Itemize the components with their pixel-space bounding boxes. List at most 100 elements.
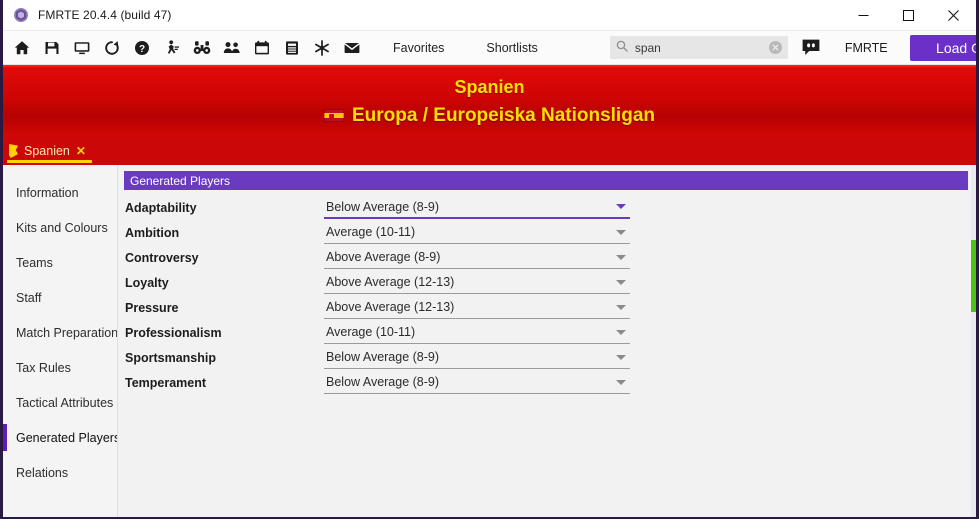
attribute-label: Controversy: [125, 250, 199, 265]
body-area: Information Kits and Colours Teams Staff…: [3, 165, 976, 517]
sidebar-item-staff[interactable]: Staff: [3, 280, 117, 315]
dropdown-value: Average (10-11): [326, 325, 416, 339]
chevron-down-icon: [616, 304, 626, 310]
maximize-button[interactable]: [886, 0, 931, 31]
attribute-row-ambition: Ambition Average (10-11): [124, 220, 630, 245]
fmrte-menu-label[interactable]: FMRTE: [844, 40, 888, 55]
entity-header-banner: Spanien Europa / Europeiska Nationsligan: [3, 65, 976, 137]
sidebar-item-label: Teams: [16, 255, 53, 270]
chevron-down-icon: [616, 379, 626, 385]
sidebar-item-tax-rules[interactable]: Tax Rules: [3, 350, 117, 385]
discord-icon[interactable]: [801, 38, 821, 58]
chevron-down-icon: [616, 229, 626, 235]
loyalty-dropdown[interactable]: Above Average (12-13): [324, 272, 630, 294]
window-controls: [841, 0, 976, 31]
content-scrollbar[interactable]: [971, 165, 976, 517]
sidebar-item-teams[interactable]: Teams: [3, 245, 117, 280]
controversy-dropdown[interactable]: Above Average (8-9): [324, 247, 630, 269]
attribute-label: Adaptability: [125, 200, 197, 215]
close-button[interactable]: [931, 0, 976, 31]
main-toolbar: ? Favorites Shortlists: [3, 31, 976, 65]
snowflake-icon[interactable]: [307, 33, 337, 63]
dropdown-value: Above Average (12-13): [326, 300, 455, 314]
sidebar-item-generated-players[interactable]: Generated Players: [3, 420, 117, 455]
sportsmanship-dropdown[interactable]: Below Average (8-9): [324, 347, 630, 369]
chevron-down-icon: [616, 204, 626, 209]
chevron-down-icon: [616, 354, 626, 360]
spain-flag-icon: [323, 108, 344, 122]
sidebar-item-tactical-attributes[interactable]: Tactical Attributes: [3, 385, 117, 420]
search-input[interactable]: span: [609, 36, 788, 59]
tab-label: Spanien: [24, 144, 70, 158]
dropdown-value: Above Average (8-9): [326, 250, 441, 264]
clear-icon[interactable]: [768, 41, 782, 54]
title-bar: FMRTE 20.4.4 (build 47): [3, 0, 976, 31]
temperament-dropdown[interactable]: Below Average (8-9): [324, 372, 630, 394]
monitor-icon[interactable]: [67, 33, 97, 63]
attribute-row-loyalty: Loyalty Above Average (12-13): [124, 270, 630, 295]
chevron-down-icon: [616, 329, 626, 335]
panel-header: Generated Players: [124, 171, 968, 190]
tab-close-icon[interactable]: ✕: [75, 144, 86, 158]
calendar-icon[interactable]: [247, 33, 277, 63]
minimize-icon: [858, 15, 869, 16]
fmrte-logo-icon: [13, 7, 29, 23]
refresh-icon[interactable]: [97, 33, 127, 63]
save-icon[interactable]: [37, 33, 67, 63]
sidebar-item-label: Information: [16, 185, 79, 200]
chevron-down-icon: [616, 279, 626, 285]
staff-people-icon[interactable]: [217, 33, 247, 63]
dropdown-value: Above Average (12-13): [326, 275, 455, 289]
player-running-icon[interactable]: [157, 33, 187, 63]
attribute-row-temperament: Temperament Below Average (8-9): [124, 370, 630, 395]
dropdown-value: Below Average (8-9): [326, 199, 440, 214]
search-value: span: [634, 40, 661, 55]
attribute-label: Temperament: [125, 375, 207, 390]
svg-text:?: ?: [139, 44, 145, 55]
sidebar-item-kits-and-colours[interactable]: Kits and Colours: [3, 210, 117, 245]
minimize-button[interactable]: [841, 0, 886, 31]
attribute-row-adaptability: Adaptability Below Average (8-9): [124, 195, 630, 220]
sidebar-item-label: Relations: [16, 465, 69, 480]
sidebar-item-label: Tactical Attributes: [16, 395, 114, 410]
attribute-row-sportsmanship: Sportsmanship Below Average (8-9): [124, 345, 630, 370]
sidebar-item-label: Match Preparation: [16, 325, 118, 340]
page-title: Spanien: [454, 76, 525, 97]
adaptability-dropdown[interactable]: Below Average (8-9): [324, 197, 630, 219]
professionalism-dropdown[interactable]: Average (10-11): [324, 322, 630, 344]
binoculars-icon[interactable]: [187, 33, 217, 63]
attribute-label: Loyalty: [125, 275, 169, 290]
scrollbar-thumb[interactable]: [971, 240, 976, 312]
dropdown-value: Below Average (8-9): [326, 375, 440, 389]
dropdown-value: Average (10-11): [326, 225, 416, 239]
maximize-icon: [903, 10, 914, 21]
sidebar-item-information[interactable]: Information: [3, 175, 117, 210]
notes-document-icon[interactable]: [277, 33, 307, 63]
mail-icon[interactable]: [337, 33, 367, 63]
attribute-label: Professionalism: [125, 325, 222, 340]
sidebar-item-match-preparation[interactable]: Match Preparation: [3, 315, 117, 350]
load-game-button[interactable]: Load Game: [909, 34, 976, 61]
dropdown-value: Below Average (8-9): [326, 350, 440, 364]
breadcrumb: Europa / Europeiska Nationsligan: [323, 106, 655, 125]
ambition-dropdown[interactable]: Average (10-11): [324, 222, 630, 244]
favorites-link[interactable]: Favorites: [393, 40, 445, 55]
shortlists-link[interactable]: Shortlists: [486, 40, 538, 55]
sidebar-item-label: Staff: [16, 290, 42, 305]
close-icon: [948, 10, 959, 21]
search-icon: [616, 39, 628, 57]
attribute-label: Pressure: [125, 300, 179, 315]
chevron-down-icon: [616, 254, 626, 260]
attribute-row-professionalism: Professionalism Average (10-11): [124, 320, 630, 345]
window-title: FMRTE 20.4.4 (build 47): [38, 8, 172, 22]
country-shape-icon: [9, 144, 18, 158]
tab-spanien[interactable]: Spanien ✕: [3, 137, 96, 165]
home-icon[interactable]: [7, 33, 37, 63]
attribute-row-controversy: Controversy Above Average (8-9): [124, 245, 630, 270]
pressure-dropdown[interactable]: Above Average (12-13): [324, 297, 630, 319]
help-icon[interactable]: ?: [127, 33, 157, 63]
tab-strip: Spanien ✕: [3, 137, 976, 165]
sidebar: Information Kits and Colours Teams Staff…: [3, 165, 118, 517]
sidebar-item-relations[interactable]: Relations: [3, 455, 117, 490]
